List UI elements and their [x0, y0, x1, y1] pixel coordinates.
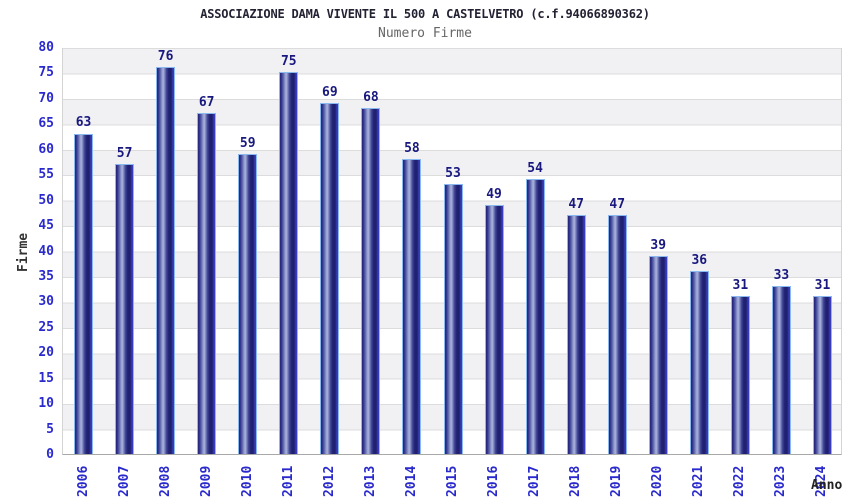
bar-2016 — [484, 204, 504, 454]
y-tick-label: 35 — [38, 268, 54, 284]
bar-2006 — [74, 133, 94, 454]
bar-2019 — [607, 214, 627, 454]
x-tick-label: 2006 — [75, 465, 91, 497]
x-tick-label: 2007 — [116, 465, 132, 497]
bar-value-label: 67 — [198, 95, 215, 111]
y-tick-label: 5 — [46, 421, 54, 437]
x-tick-label: 2021 — [691, 465, 707, 497]
y-tick-label: 0 — [46, 447, 54, 462]
bar-value-label: 54 — [527, 161, 543, 177]
bar-value-label: 36 — [691, 252, 708, 268]
bar-value-label: 68 — [363, 90, 379, 106]
y-tick-label: 25 — [38, 319, 54, 335]
x-tick-label: 2016 — [486, 465, 502, 497]
bar-2022 — [730, 296, 750, 454]
bar-2024 — [812, 296, 832, 454]
bar-value-label: 39 — [650, 237, 667, 253]
bar-value-label: 76 — [157, 49, 174, 65]
x-tick-label: 2010 — [239, 465, 255, 497]
bar-2008 — [156, 67, 176, 454]
y-tick-label: 15 — [38, 370, 54, 386]
bar-value-label: 58 — [404, 140, 420, 156]
bar-2017 — [525, 179, 545, 454]
x-tick-label: 2019 — [609, 465, 625, 497]
bar-value-label: 33 — [773, 268, 790, 284]
plot-area: 63 57 76 67 59 75 69 68 58 53 49 54 47 47 39 36 31 33 31 — [62, 48, 842, 455]
x-tick-label: 2017 — [527, 465, 543, 497]
bar-2012 — [320, 102, 340, 454]
bar-2014 — [402, 158, 422, 454]
x-tick-label: 2012 — [321, 465, 337, 497]
bar-value-label: 53 — [445, 166, 461, 182]
bar-value-label: 57 — [116, 146, 133, 161]
chart-subtitle: Numero Firme — [378, 26, 472, 41]
y-tick-label: 70 — [38, 90, 54, 106]
x-tick-label: 2022 — [732, 465, 748, 497]
bar-value-label: 49 — [486, 186, 502, 202]
x-tick-label: 2014 — [403, 465, 419, 497]
y-tick-label: 55 — [38, 167, 54, 183]
bar-value-label: 31 — [814, 278, 831, 294]
bar-value-label: 69 — [322, 84, 338, 100]
bar-2009 — [197, 113, 217, 454]
bar-2011 — [279, 72, 299, 454]
bar-value-label: 47 — [568, 196, 584, 212]
x-tick-label: 2008 — [157, 465, 173, 497]
y-tick-label: 10 — [38, 396, 54, 412]
bar-2018 — [566, 214, 586, 454]
x-tick-label: 2020 — [650, 465, 666, 497]
y-tick-label: 30 — [38, 294, 54, 310]
x-tick-label: 2013 — [362, 465, 378, 497]
y-tick-label: 60 — [38, 141, 54, 157]
bar-2015 — [443, 184, 463, 454]
y-tick-label: 65 — [38, 116, 54, 132]
y-tick-label: 40 — [38, 243, 54, 259]
bar-2013 — [361, 108, 381, 454]
chart-title: ASSOCIAZIONE DAMA VIVENTE IL 500 A CASTE… — [200, 7, 650, 21]
bar-value-label: 63 — [75, 115, 92, 131]
bar-value-label: 47 — [609, 196, 626, 212]
y-tick-label: 45 — [38, 218, 54, 234]
bar-2020 — [648, 255, 668, 454]
y-tick-label: 20 — [38, 345, 54, 361]
bar-2021 — [689, 270, 709, 454]
x-tick-label: 2018 — [568, 465, 584, 497]
y-tick-label: 80 — [38, 40, 54, 55]
x-tick-label: 2009 — [198, 465, 214, 497]
bar-value-label: 75 — [280, 54, 297, 70]
x-tick-label: 2015 — [445, 465, 460, 497]
x-tick-label: 2011 — [280, 465, 296, 497]
bar-2023 — [771, 286, 791, 454]
bar-2007 — [115, 164, 135, 454]
x-tick-label: 2023 — [773, 465, 789, 497]
y-tick-label: 50 — [38, 192, 54, 208]
x-axis-title: Anno — [811, 478, 843, 493]
bar-value-label: 59 — [239, 135, 256, 151]
y-tick-label: 75 — [38, 65, 54, 81]
bar-value-label: 31 — [732, 278, 749, 294]
bar-2010 — [238, 153, 258, 454]
